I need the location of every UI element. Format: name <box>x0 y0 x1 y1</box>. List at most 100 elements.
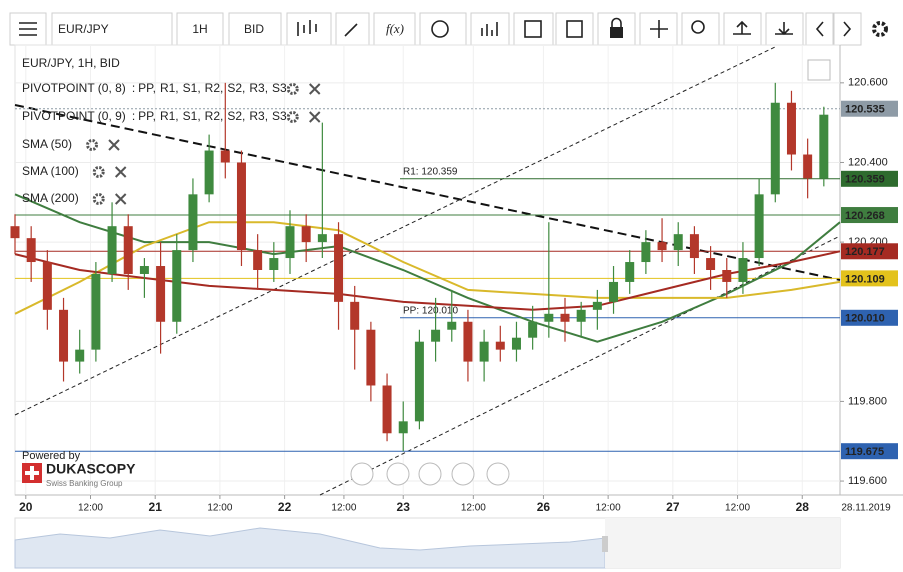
candle-body <box>625 262 635 282</box>
control-button[interactable] <box>418 462 442 486</box>
candle-body <box>754 194 764 259</box>
report-button[interactable] <box>555 12 594 46</box>
candle-body <box>689 234 699 259</box>
price-tag <box>841 270 898 287</box>
x-tick-label: 12:00 <box>461 503 486 514</box>
candle-body <box>253 250 263 270</box>
settings-icon[interactable] <box>872 21 888 37</box>
candle-body <box>511 337 521 350</box>
settings-icon[interactable] <box>286 111 299 123</box>
lock-icon <box>610 27 623 38</box>
navigator-handle[interactable] <box>602 536 608 552</box>
sma-line <box>14 193 841 343</box>
candle-body <box>172 250 182 322</box>
candle-body <box>706 258 716 270</box>
info-button[interactable] <box>419 12 467 46</box>
prev-button[interactable] <box>805 12 834 46</box>
chart-type-button[interactable] <box>286 12 332 46</box>
settings-icon[interactable] <box>286 83 299 95</box>
price-tag <box>841 170 898 187</box>
control-button[interactable] <box>386 462 410 486</box>
candle-body <box>139 266 149 274</box>
x-tick-label: 21 <box>149 500 163 514</box>
candle-body <box>641 242 651 263</box>
remove-icon[interactable] <box>114 166 127 178</box>
remove-icon[interactable] <box>309 111 321 123</box>
remove-icon[interactable] <box>114 193 127 205</box>
y-tick-label: 119.800 <box>848 395 887 407</box>
branding: Powered by DUKASCOPY Swiss Banking Group <box>22 450 136 488</box>
candle-body <box>544 313 554 322</box>
remove-icon[interactable] <box>108 139 120 151</box>
candle-body <box>10 226 20 239</box>
bars-button[interactable] <box>470 12 510 46</box>
price-tag-label: 119.675 <box>845 446 884 458</box>
indicator-name: PIVOTPOINT (0, 9) <box>22 109 126 123</box>
navigator-window <box>605 518 840 568</box>
bars-icon <box>481 22 498 36</box>
download-icon <box>775 22 793 36</box>
candle-body <box>269 258 279 270</box>
candle-body <box>463 321 473 362</box>
price-tag <box>841 243 898 260</box>
price-tag-label: 120.268 <box>845 210 885 222</box>
trend-line <box>14 104 841 281</box>
candle-body <box>592 301 602 310</box>
price-tag-label: 120.359 <box>845 174 885 186</box>
x-tick-label: 12:00 <box>725 503 750 514</box>
control-button[interactable] <box>486 462 510 486</box>
price-tag-label: 120.010 <box>845 313 885 325</box>
prev-icon <box>815 21 824 37</box>
candle-body <box>156 266 166 322</box>
indicator-separator: : <box>132 81 135 95</box>
info-icon <box>431 20 449 38</box>
candle-body <box>75 349 85 362</box>
report-icon <box>566 20 583 38</box>
plot: R1: 120.359 PP: 120.010 <box>10 82 841 452</box>
price-tag-label: 120.109 <box>845 273 885 285</box>
calendar-button[interactable] <box>513 12 554 46</box>
indicator-level: PP, <box>138 81 156 95</box>
candle-body <box>236 162 246 251</box>
candle-body <box>560 313 570 322</box>
settings-icon[interactable] <box>92 166 105 178</box>
candle-body <box>803 154 813 179</box>
symbol-text: EUR/JPY <box>58 22 109 36</box>
period-select[interactable] <box>176 12 224 46</box>
candle-body <box>479 341 489 362</box>
settings-icon[interactable] <box>92 193 105 205</box>
fx-text: f(x) <box>386 21 404 36</box>
candle-body <box>366 329 376 386</box>
next-button[interactable] <box>833 12 862 46</box>
candle-body <box>431 329 441 342</box>
indicator-level: R3, <box>249 109 268 123</box>
fx-button[interactable] <box>373 12 416 46</box>
pen-icon <box>344 23 358 37</box>
symbol-select[interactable] <box>51 12 173 46</box>
popout-button[interactable] <box>807 59 831 81</box>
lock-shackle <box>611 17 622 27</box>
candle-body <box>107 226 117 274</box>
legend-label: SMA (200) <box>22 191 79 205</box>
candle-body <box>317 234 327 243</box>
x-tick-label: 12:00 <box>596 503 621 514</box>
zoom-button[interactable] <box>681 12 720 46</box>
indicator-level: S2, <box>227 81 245 95</box>
candle-body <box>819 114 829 179</box>
candle-body <box>495 341 505 350</box>
control-button[interactable] <box>451 462 475 486</box>
indicator-level: S3 <box>272 109 287 123</box>
navigator <box>14 517 841 569</box>
candles-icon <box>297 20 317 36</box>
candle-body <box>576 309 586 322</box>
control-button[interactable] <box>350 462 374 486</box>
price-tag-label: 120.177 <box>845 246 885 258</box>
indicator-level: S2, <box>227 109 245 123</box>
remove-icon[interactable] <box>309 83 321 95</box>
candle-body <box>528 321 538 338</box>
indicator-level: R1, <box>160 109 179 123</box>
indicator-level: S3 <box>272 81 287 95</box>
brand-tagline: Swiss Banking Group <box>46 479 123 488</box>
settings-icon[interactable] <box>86 139 99 151</box>
